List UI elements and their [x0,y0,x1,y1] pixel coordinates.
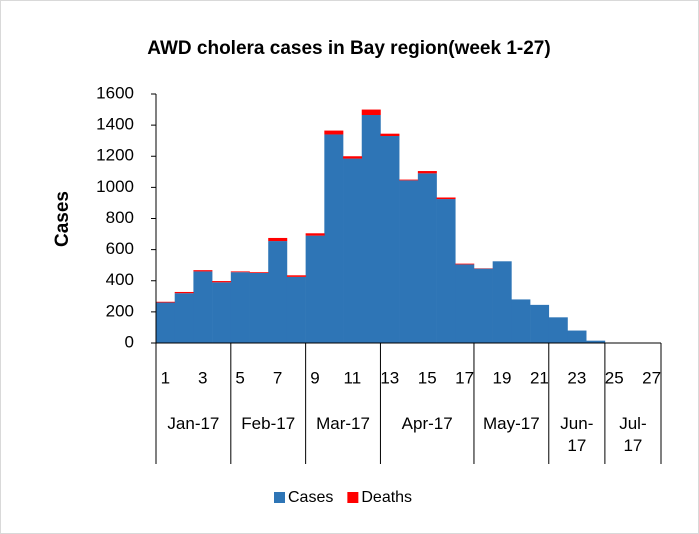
bar-segment [530,304,550,343]
group-label: May-17 [483,414,540,433]
bar-segment [174,291,194,294]
bar-segment [399,180,419,343]
bar-segment [249,272,269,343]
y-tick-label: 1400 [96,115,134,134]
bar-segment [417,173,437,343]
x-tick-label: 27 [642,368,661,387]
y-tick-label: 400 [106,270,134,289]
bar-segment [230,272,250,343]
bar-segment [380,133,400,137]
x-tick-label: 1 [161,368,170,387]
x-tick-label: 19 [493,368,512,387]
bar-segment [417,171,437,174]
x-tick-label: 11 [344,368,362,387]
bar-segment [586,340,606,343]
group-label: Apr-17 [401,414,453,433]
y-tick-label: 600 [106,239,134,258]
bar-segment [268,241,288,343]
group-label: Jul-17 [619,414,647,455]
y-tick-label: 1200 [96,146,134,165]
bar-segment [230,271,250,273]
bar-segment [399,179,419,181]
bar-segment [305,235,325,343]
bar-segment [193,270,213,272]
group-label: Mar-17 [316,414,370,433]
group-label: Jan-17 [167,414,220,433]
bar-segment [212,282,232,343]
x-tick-label: 7 [273,368,282,387]
bar-segment [343,158,363,343]
chart-title: AWD cholera cases in Bay region(week 1-2… [147,38,550,59]
bar-segment [492,261,512,343]
legend-label: Cases [288,489,333,506]
bar-segment [436,199,456,343]
x-tick-label: 13 [380,368,399,387]
group-label: Feb-17 [241,414,296,433]
bar-segment [305,233,325,236]
bar-segment [324,130,344,135]
x-tick-label: 9 [310,368,319,387]
legend-swatch [347,492,359,503]
bar-segment [455,263,475,265]
y-tick-label: 200 [106,301,134,320]
legend-swatch [274,492,285,503]
bar-segment [343,156,363,159]
legend-label: Deaths [361,489,412,506]
x-tick-label: 25 [605,368,624,387]
bar-segment [548,317,568,343]
bar-segment [156,301,176,303]
bar-segment [286,275,306,277]
y-tick-label: 1600 [96,83,134,102]
y-axis-label: Cases [52,191,73,247]
bar-segment [193,271,213,343]
bar-segment [249,272,269,273]
x-tick-label: 17 [455,368,474,387]
group-label: Jun-17 [560,414,594,455]
bar-segment [567,330,587,343]
y-tick-label: 800 [106,208,134,227]
x-tick-label: 23 [567,368,586,387]
x-tick-label: 21 [530,368,549,387]
bar-segment [212,281,232,283]
x-tick-label: 15 [418,368,437,387]
bar-segment [156,302,176,343]
bar-segment [268,237,288,242]
bar-segment [380,136,400,343]
bar-segment [174,293,194,343]
y-tick-label: 1000 [96,177,134,196]
bar-segment [361,109,381,116]
bar-segment [324,134,344,343]
x-tick-label: 5 [235,368,244,387]
bar-segment [511,299,531,343]
bar-segment [361,115,381,344]
bar-segment [436,197,456,200]
y-tick-label: 0 [125,332,134,351]
bar-segment [286,276,306,343]
bar-segment [455,264,475,343]
bar-segment [473,268,493,343]
x-tick-label: 3 [198,368,207,387]
